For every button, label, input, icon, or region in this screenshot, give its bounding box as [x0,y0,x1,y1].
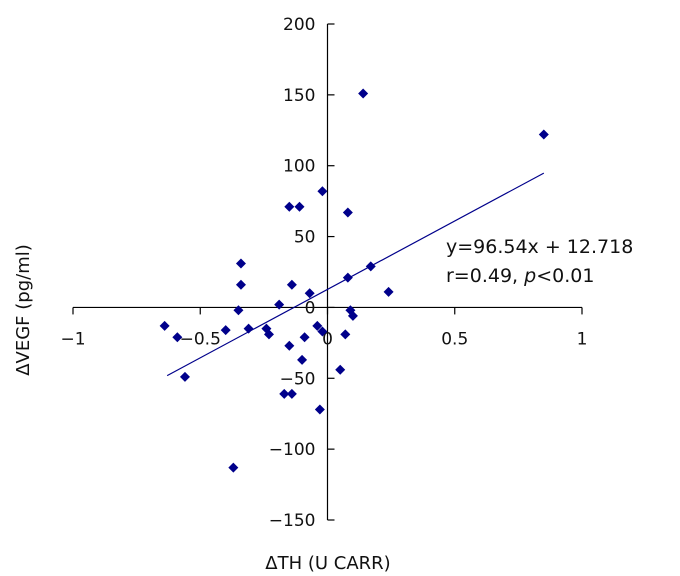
data-point [299,332,310,343]
regression-equation: y=96.54x + 12.718 [446,236,633,258]
data-point [243,323,254,334]
y-tick-label: −50 [280,369,316,389]
correlation-prefix: r=0.49, [446,265,524,287]
data-point [538,129,549,140]
correlation-annotation: r=0.49, p<0.01 [446,265,594,287]
y-tick-label: −100 [269,440,316,460]
x-tick-label: 1 [577,329,588,349]
y-tick-label: 200 [283,15,315,35]
data-point [263,329,274,340]
data-point [297,354,308,365]
data-point [342,207,353,218]
y-tick-label: 0 [305,298,316,318]
data-points [159,88,549,473]
data-point [279,388,290,399]
data-point [340,329,351,340]
regression-trendline [166,172,545,377]
data-point [294,201,305,212]
data-point [358,88,369,99]
data-point [314,404,325,415]
data-point [335,364,346,375]
x-axis-title: ΔTH (U CARR) [265,553,390,574]
y-tick-label: 150 [283,86,315,106]
y-tick-label: 50 [294,228,316,248]
axes: −1 −0.5 0 0.5 1 −150 −100 −50 0 50 100 150 200 [60,15,587,531]
data-point [317,326,328,337]
x-tick-label: −0.5 [180,329,221,349]
data-point [172,332,183,343]
data-point [220,325,231,336]
data-point [347,310,358,321]
data-point [159,320,170,331]
x-tick-label: 0.5 [441,329,468,349]
data-point [383,286,394,297]
data-point [286,388,297,399]
x-tick-label: 0 [322,329,333,349]
p-symbol: p [523,265,536,287]
data-point [235,279,246,290]
data-point [274,299,285,310]
data-point [312,320,323,331]
data-point [228,462,239,473]
data-point [365,261,376,272]
data-point [284,201,295,212]
data-point [179,371,190,382]
y-axis-ticks: −150 −100 −50 0 50 100 150 200 [269,15,335,531]
y-tick-label: −150 [269,511,316,531]
data-point [286,279,297,290]
data-point [284,340,295,351]
correlation-suffix: <0.01 [536,265,594,287]
x-axis-ticks: −1 −0.5 0 0.5 1 [60,307,587,349]
data-point [317,186,328,197]
y-tick-label: 100 [283,157,315,177]
x-tick-label: −1 [60,329,85,349]
y-axis-title: ΔVEGF (pg/ml) [13,244,34,376]
data-point [235,258,246,269]
data-point [342,272,353,283]
data-point [304,288,315,299]
data-point [233,305,244,316]
